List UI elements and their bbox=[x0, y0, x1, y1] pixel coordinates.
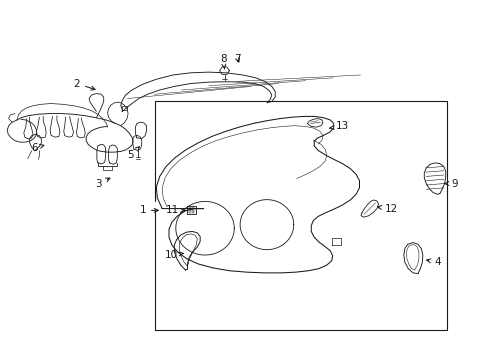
Text: 2: 2 bbox=[74, 78, 95, 90]
Text: 4: 4 bbox=[427, 257, 441, 267]
Text: 11: 11 bbox=[166, 205, 185, 215]
Text: 5: 5 bbox=[127, 147, 139, 160]
Text: 9: 9 bbox=[445, 179, 458, 189]
Text: 1: 1 bbox=[139, 205, 158, 215]
Text: 13: 13 bbox=[330, 121, 349, 131]
Text: 8: 8 bbox=[220, 54, 226, 69]
Text: 6: 6 bbox=[31, 143, 44, 153]
Text: 3: 3 bbox=[96, 178, 110, 189]
Text: 12: 12 bbox=[378, 203, 398, 213]
Text: 7: 7 bbox=[234, 54, 241, 64]
Text: 10: 10 bbox=[164, 250, 183, 260]
